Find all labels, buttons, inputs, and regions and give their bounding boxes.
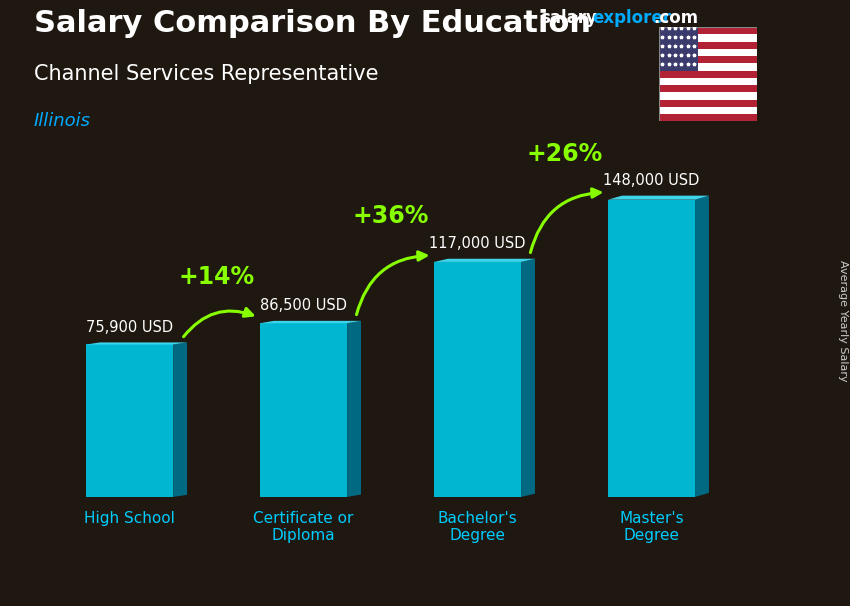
Bar <box>659 42 756 49</box>
Polygon shape <box>434 259 535 262</box>
Bar <box>659 35 756 42</box>
Bar <box>659 56 756 64</box>
Text: .com: .com <box>654 9 699 27</box>
Text: 75,900 USD: 75,900 USD <box>86 320 173 335</box>
Bar <box>659 27 698 71</box>
Polygon shape <box>608 196 709 199</box>
Text: salary: salary <box>540 9 597 27</box>
Polygon shape <box>86 342 187 344</box>
Bar <box>659 85 756 92</box>
Text: Salary Comparison By Education: Salary Comparison By Education <box>34 9 591 38</box>
Polygon shape <box>521 259 535 497</box>
Text: 117,000 USD: 117,000 USD <box>429 236 526 251</box>
Bar <box>659 27 756 35</box>
Text: +36%: +36% <box>353 204 428 228</box>
Text: Average Yearly Salary: Average Yearly Salary <box>838 261 848 382</box>
Polygon shape <box>260 323 347 497</box>
Bar <box>659 107 756 114</box>
Text: Channel Services Representative: Channel Services Representative <box>34 64 378 84</box>
Polygon shape <box>608 199 695 497</box>
Bar <box>659 92 756 99</box>
Text: 148,000 USD: 148,000 USD <box>604 173 700 188</box>
Polygon shape <box>347 321 361 497</box>
Polygon shape <box>173 342 187 497</box>
Bar <box>659 78 756 85</box>
Text: +14%: +14% <box>178 265 255 290</box>
Polygon shape <box>260 321 361 323</box>
Bar <box>659 49 756 56</box>
Polygon shape <box>434 262 521 497</box>
Bar <box>659 114 756 121</box>
Bar <box>659 64 756 71</box>
Bar <box>659 99 756 107</box>
Polygon shape <box>695 196 709 497</box>
Text: Illinois: Illinois <box>34 112 91 130</box>
Text: explorer: explorer <box>592 9 672 27</box>
Text: +26%: +26% <box>526 142 603 166</box>
Text: 86,500 USD: 86,500 USD <box>260 298 347 313</box>
Polygon shape <box>86 344 173 497</box>
Bar <box>659 71 756 78</box>
